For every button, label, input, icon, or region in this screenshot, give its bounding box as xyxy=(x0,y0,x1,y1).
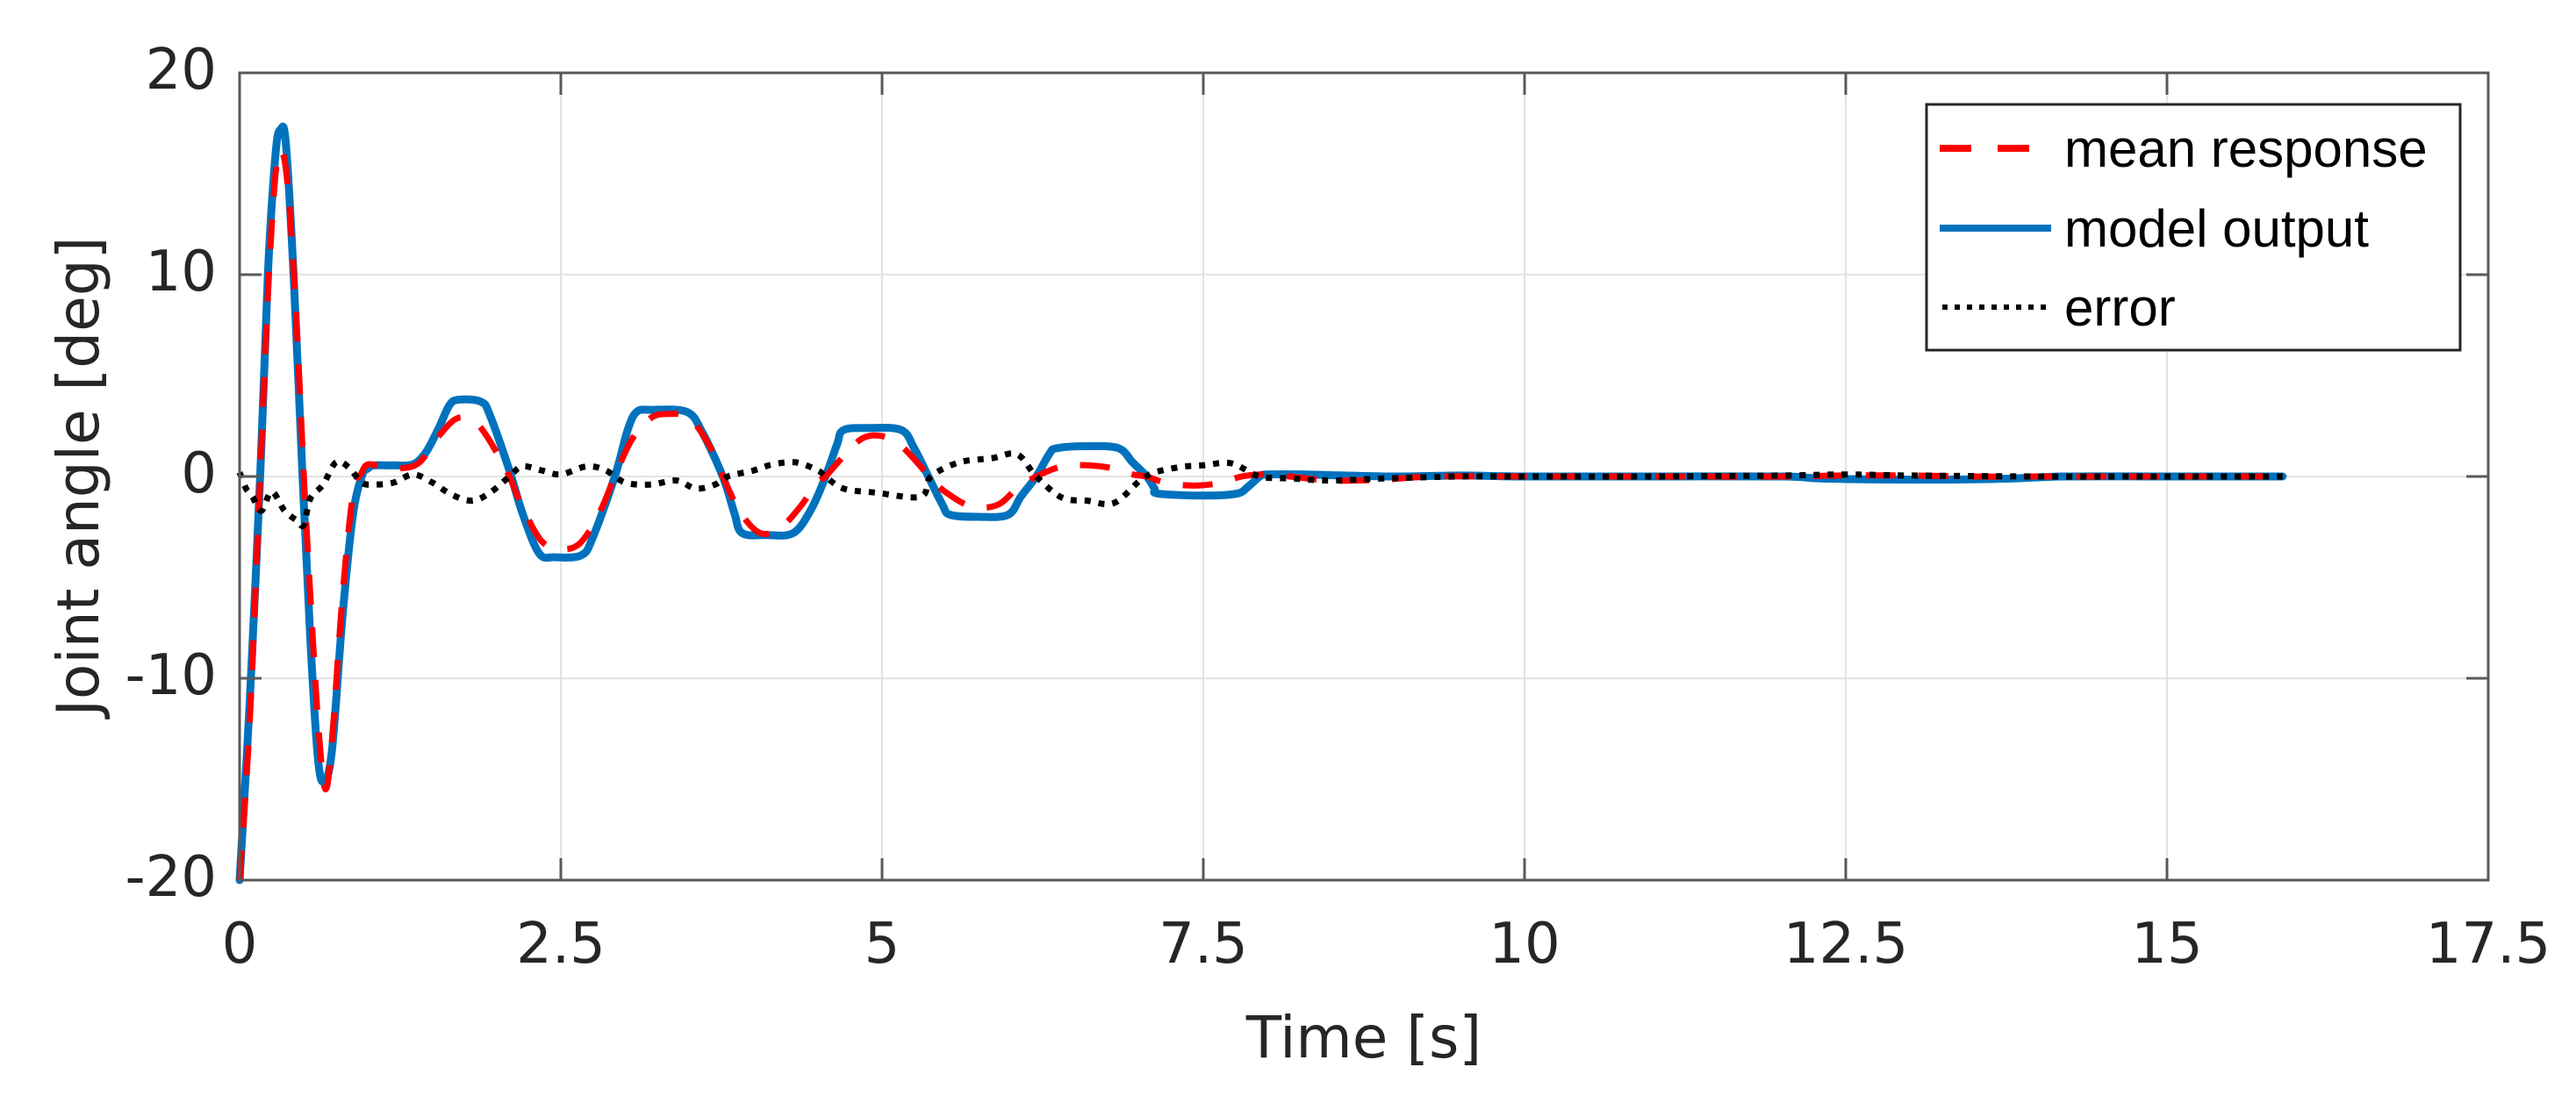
x-tick-label: 0 xyxy=(222,912,258,977)
x-tick-label: 7.5 xyxy=(1159,912,1248,977)
x-tick-label: 17.5 xyxy=(2426,912,2551,977)
x-tick-label: 12.5 xyxy=(1783,912,1909,977)
legend-item-error: error xyxy=(1942,278,2176,337)
series-model-output xyxy=(235,122,2287,885)
legend-item-model-output: model output xyxy=(1940,199,2369,258)
y-tick-labels: -20 -10 0 10 20 xyxy=(125,38,217,910)
y-tick-label: -20 xyxy=(125,845,217,910)
legend-item-mean-response: mean response xyxy=(1940,119,2428,178)
y-tick-label: 10 xyxy=(146,240,217,304)
x-tick-label: 15 xyxy=(2131,912,2202,977)
x-tick-label: 2.5 xyxy=(516,912,606,977)
y-tick-label: 20 xyxy=(146,38,217,103)
series-error xyxy=(236,450,2283,530)
legend-label: mean response xyxy=(2064,119,2428,178)
data-series xyxy=(235,122,2287,885)
axis-ticks xyxy=(238,71,2490,882)
y-tick-label: 0 xyxy=(181,441,217,506)
legend-label: model output xyxy=(2064,199,2369,258)
x-tick-label: 10 xyxy=(1489,912,1560,977)
x-tick-label: 5 xyxy=(865,912,901,977)
legend-label: error xyxy=(2064,278,2176,337)
x-tick-labels: 0 2.5 5 7.5 10 12.5 15 17.5 xyxy=(222,912,2551,977)
y-axis-label: Joint angle [deg] xyxy=(45,237,112,720)
x-axis-label: Time [s] xyxy=(1245,1004,1482,1071)
y-tick-label: -10 xyxy=(125,643,217,708)
legend: mean response model output error xyxy=(1925,103,2462,352)
